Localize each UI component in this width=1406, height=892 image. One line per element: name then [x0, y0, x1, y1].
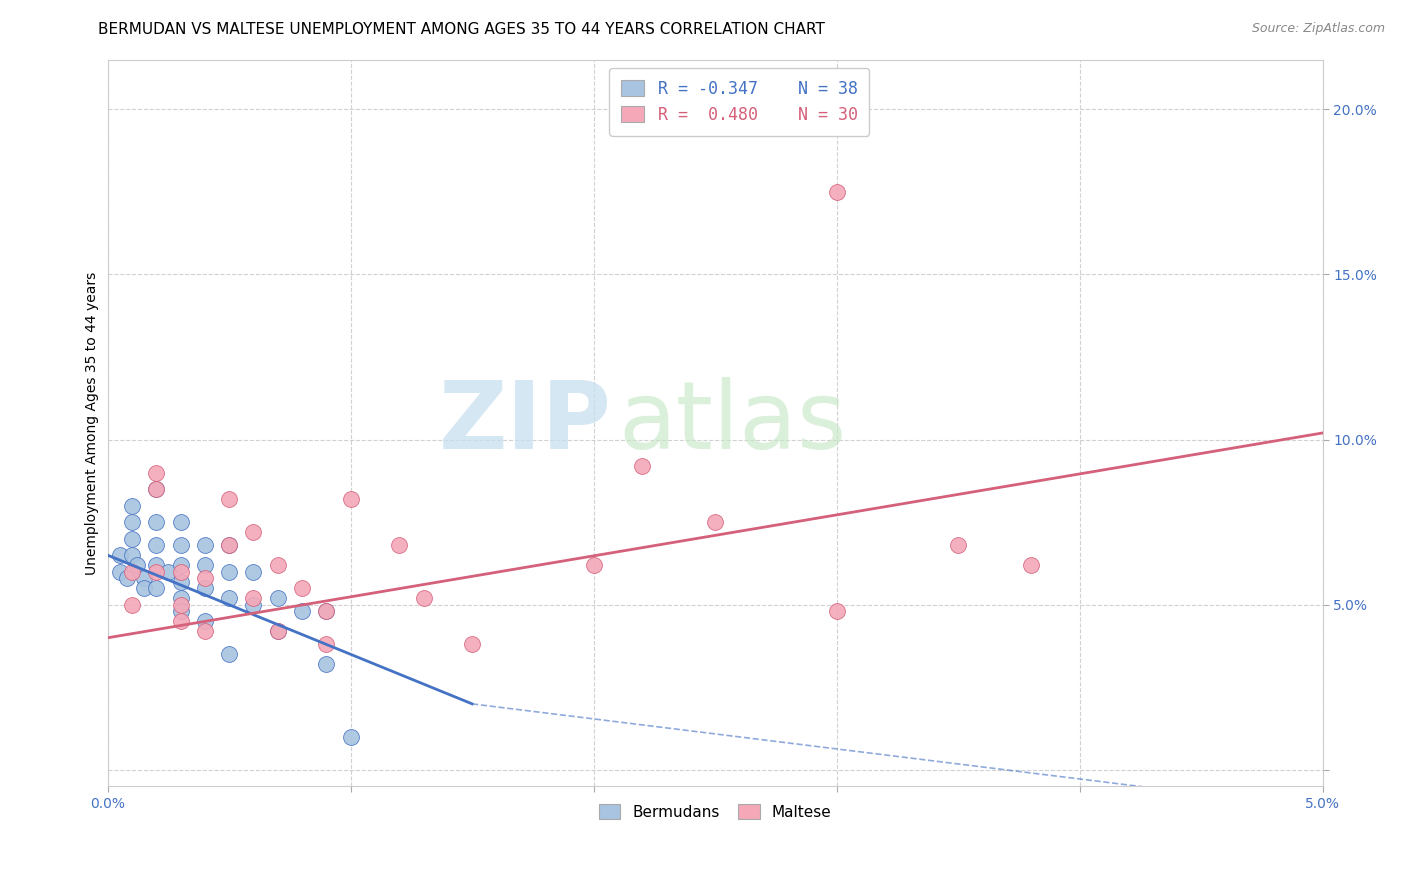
Point	[412, 591, 434, 606]
Point	[194, 538, 217, 552]
Point	[169, 515, 191, 529]
Point	[946, 538, 969, 552]
Point	[218, 591, 240, 606]
Point	[169, 604, 191, 618]
Point	[218, 538, 240, 552]
Text: atlas: atlas	[619, 377, 846, 469]
Text: BERMUDAN VS MALTESE UNEMPLOYMENT AMONG AGES 35 TO 44 YEARS CORRELATION CHART: BERMUDAN VS MALTESE UNEMPLOYMENT AMONG A…	[98, 22, 825, 37]
Point	[315, 604, 337, 618]
Point	[132, 571, 155, 585]
Point	[267, 558, 290, 573]
Point	[218, 648, 240, 662]
Point	[169, 538, 191, 552]
Point	[194, 614, 217, 628]
Point	[121, 565, 143, 579]
Point	[339, 491, 361, 506]
Point	[218, 538, 240, 552]
Point	[169, 614, 191, 628]
Point	[132, 581, 155, 595]
Point	[169, 591, 191, 606]
Text: ZIP: ZIP	[439, 377, 612, 469]
Point	[145, 565, 167, 579]
Point	[169, 558, 191, 573]
Point	[145, 466, 167, 480]
Point	[194, 581, 217, 595]
Point	[145, 581, 167, 595]
Point	[218, 491, 240, 506]
Point	[125, 558, 148, 573]
Point	[121, 515, 143, 529]
Point	[315, 637, 337, 651]
Point	[388, 538, 411, 552]
Point	[291, 604, 314, 618]
Point	[145, 515, 167, 529]
Point	[169, 565, 191, 579]
Point	[267, 624, 290, 639]
Point	[242, 598, 264, 612]
Point	[169, 574, 191, 589]
Point	[582, 558, 605, 573]
Point	[108, 548, 131, 562]
Point	[145, 558, 167, 573]
Text: Source: ZipAtlas.com: Source: ZipAtlas.com	[1251, 22, 1385, 36]
Point	[315, 604, 337, 618]
Point	[825, 604, 848, 618]
Point	[145, 482, 167, 496]
Point	[121, 532, 143, 546]
Point	[267, 624, 290, 639]
Point	[194, 571, 217, 585]
Point	[242, 591, 264, 606]
Point	[461, 637, 484, 651]
Point	[1019, 558, 1042, 573]
Point	[121, 548, 143, 562]
Point	[825, 185, 848, 199]
Point	[145, 538, 167, 552]
Point	[108, 565, 131, 579]
Point	[218, 565, 240, 579]
Point	[145, 482, 167, 496]
Point	[121, 598, 143, 612]
Point	[704, 515, 727, 529]
Point	[115, 571, 138, 585]
Point	[157, 565, 180, 579]
Point	[242, 524, 264, 539]
Point	[291, 581, 314, 595]
Point	[267, 591, 290, 606]
Y-axis label: Unemployment Among Ages 35 to 44 years: Unemployment Among Ages 35 to 44 years	[86, 271, 100, 574]
Point	[315, 657, 337, 672]
Legend: Bermudans, Maltese: Bermudans, Maltese	[593, 798, 838, 826]
Point	[339, 730, 361, 744]
Point	[194, 624, 217, 639]
Point	[242, 565, 264, 579]
Point	[121, 499, 143, 513]
Point	[194, 558, 217, 573]
Point	[169, 598, 191, 612]
Point	[631, 458, 654, 473]
